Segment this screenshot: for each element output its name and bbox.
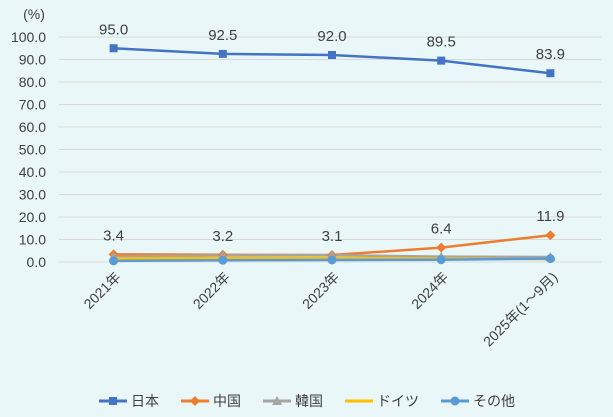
x-tick-label: 2025年(1～9月) [480, 269, 561, 350]
data-label-china-2022年: 3.2 [212, 228, 233, 245]
legend-item-germany: ドイツ [344, 391, 419, 411]
data-label-japan-2023年: 92.0 [317, 28, 346, 45]
x-tick-label: 2024年 [408, 269, 451, 312]
legend-item-other: その他 [440, 391, 515, 411]
y-tick-label: 70.0 [19, 97, 46, 113]
y-tick-label: 10.0 [19, 232, 46, 248]
legend-swatch-other [441, 396, 469, 406]
y-tick-label: 80.0 [19, 74, 46, 90]
legend-item-japan: 日本 [98, 391, 159, 411]
legend-swatch-germany [345, 399, 373, 403]
chart-plot-area: 0.0 10.0 20.0 30.0 40.0 50.0 60.0 70.0 80.0 90.0 1… [11, 21, 601, 350]
data-label-japan-2022年: 92.5 [208, 27, 237, 44]
chart-legend: 日本 中国 韓国 ドイツ その他 [0, 391, 613, 411]
marker-japan-2022年 [218, 49, 227, 58]
y-tick-label: 30.0 [19, 187, 46, 203]
legend-swatch-korea [263, 396, 291, 405]
marker-japan-2021年 [109, 44, 118, 53]
legend-label-other: その他 [473, 393, 515, 409]
legend-label-china: 中国 [213, 393, 241, 409]
marker-china-2024年 [436, 242, 447, 253]
marker-other-2024年 [436, 255, 446, 265]
x-tick-label: 2022年 [190, 269, 233, 312]
data-label-japan-2021年: 95.0 [99, 21, 128, 38]
y-tick-label: 50.0 [19, 142, 46, 158]
y-tick-label: 20.0 [19, 209, 46, 225]
legend-item-korea: 韓国 [262, 391, 323, 411]
data-label-japan-2025年(1～9月): 83.9 [536, 46, 565, 63]
y-axis-unit-label: (%) [23, 6, 45, 22]
marker-other-2021年 [109, 256, 119, 266]
data-label-japan-2024年: 89.5 [427, 34, 456, 51]
legend-label-japan: 日本 [131, 393, 159, 409]
legend-label-germany: ドイツ [377, 393, 419, 409]
x-tick-label: 2021年 [80, 269, 123, 312]
data-label-china-2024年: 6.4 [431, 221, 452, 238]
legend-swatch-china [181, 396, 209, 406]
legend-item-china: 中国 [180, 391, 241, 411]
y-tick-label: 100.0 [11, 29, 46, 45]
marker-japan-2023年 [328, 51, 336, 59]
y-tick-label: 40.0 [19, 164, 46, 180]
legend-label-korea: 韓国 [295, 393, 323, 409]
data-label-china-2023年: 3.1 [322, 228, 343, 245]
marker-china-2025年(1～9月) [545, 230, 556, 241]
marker-other-2025年(1～9月) [545, 254, 555, 264]
marker-other-2022年 [218, 255, 228, 265]
x-tick-label: 2023年 [299, 269, 342, 312]
data-label-china-2025年(1～9月): 11.9 [536, 208, 564, 225]
y-tick-label: 60.0 [19, 119, 46, 135]
y-tick-label: 90.0 [19, 52, 46, 68]
marker-other-2023年 [327, 255, 337, 265]
marker-japan-2024年 [437, 56, 446, 65]
legend-swatch-japan [99, 397, 127, 405]
y-tick-label: 0.0 [27, 254, 47, 270]
marker-japan-2025年(1～9月) [546, 69, 555, 78]
data-label-china-2021年: 3.4 [103, 227, 124, 244]
